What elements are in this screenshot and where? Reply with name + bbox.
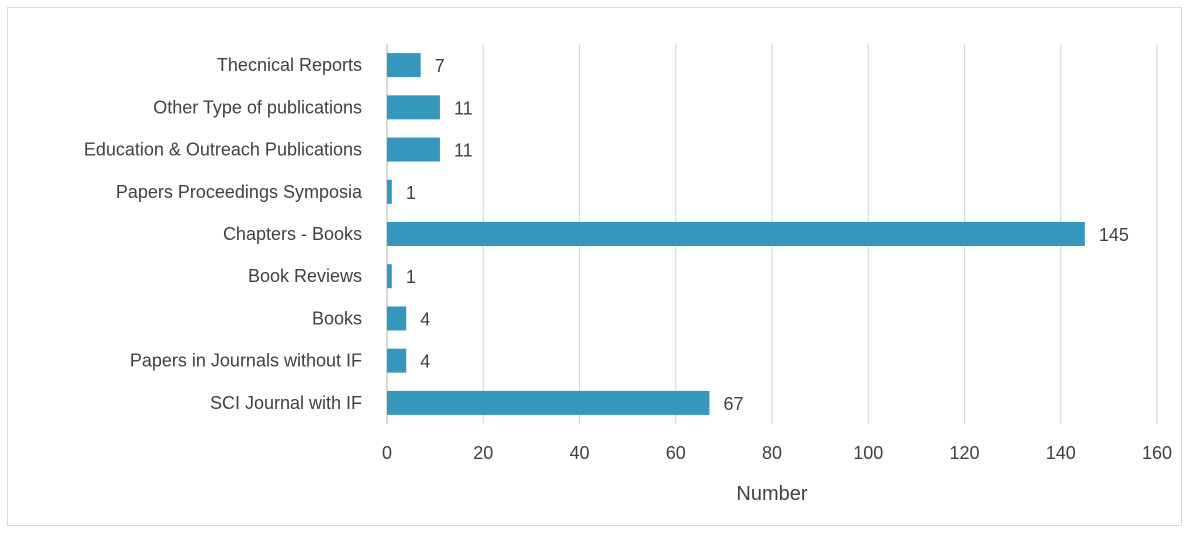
bar <box>387 53 421 78</box>
bar <box>387 264 392 289</box>
data-label: 4 <box>420 309 430 329</box>
bar <box>387 306 407 331</box>
bar <box>387 348 407 373</box>
x-tick-label: 40 <box>569 443 589 463</box>
bars <box>387 53 1085 415</box>
bar <box>387 179 392 204</box>
x-axis-title: Number <box>736 483 807 505</box>
chart-frame <box>7 7 1182 526</box>
x-tick-label: 60 <box>666 443 686 463</box>
data-label: 11 <box>454 141 473 161</box>
category-label: Other Type of publications <box>153 97 362 117</box>
category-label: Thecnical Reports <box>217 55 362 75</box>
x-tick-label: 0 <box>382 443 392 463</box>
category-label: Chapters - Books <box>223 224 362 244</box>
x-tick-label: 160 <box>1142 443 1172 463</box>
data-label: 67 <box>723 394 743 414</box>
bar <box>387 390 710 415</box>
category-label: Papers in Journals without IF <box>130 351 362 371</box>
category-labels: Thecnical Reports Other Type of publicati… <box>84 55 363 413</box>
bar <box>387 222 1085 246</box>
data-label: 1 <box>406 183 416 203</box>
x-tick-label: 80 <box>762 443 782 463</box>
x-tick-label: 100 <box>853 443 883 463</box>
bar <box>387 95 440 120</box>
category-label: Education & Outreach Publications <box>84 140 362 160</box>
data-label: 1 <box>406 267 416 287</box>
bar <box>387 137 440 162</box>
x-tick-label: 120 <box>949 443 979 463</box>
data-label: 7 <box>435 56 445 76</box>
data-label: 4 <box>420 352 430 372</box>
x-tick-label: 140 <box>1046 443 1076 463</box>
category-label: Papers Proceedings Symposia <box>116 182 363 202</box>
x-tick-label: 20 <box>473 443 493 463</box>
category-label: Book Reviews <box>248 266 362 286</box>
category-label: Books <box>312 308 362 328</box>
data-label: 11 <box>454 98 473 118</box>
data-label: 145 <box>1099 225 1129 245</box>
x-tick-labels: 0 20 40 60 80 100 120 140 160 <box>382 443 1172 463</box>
category-label: SCI Journal with IF <box>210 393 362 413</box>
